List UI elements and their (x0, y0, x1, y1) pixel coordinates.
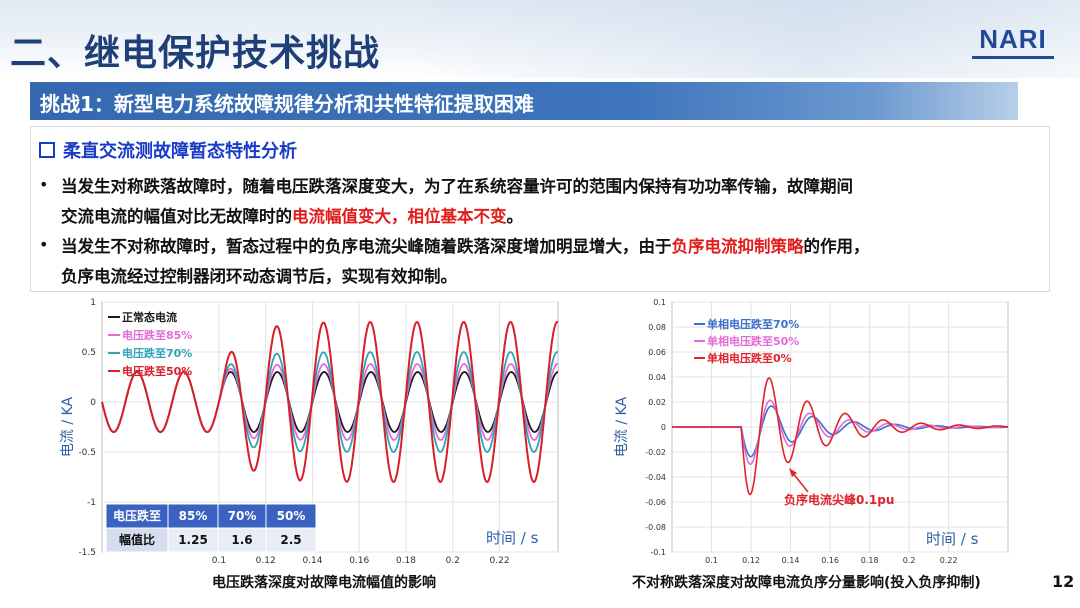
bullet-1-end: 。 (506, 207, 524, 226)
legend-label: 正常态电流 (122, 310, 177, 324)
y-axis-label: 电流 / KA (614, 397, 630, 458)
challenge-title: 挑战1：新型电力系统故障规律分析和共性特征提取困难 (40, 92, 534, 116)
logo-text: NARI (979, 24, 1047, 54)
series-line (672, 377, 1009, 496)
y-tick-label: 0.04 (648, 373, 666, 382)
bullet-2-end: 的作用， (803, 237, 870, 256)
checkbox-bullet-icon (39, 142, 55, 158)
y-tick-label: -0.5 (78, 448, 96, 458)
table-cell (167, 527, 219, 553)
chart-2-caption: 不对称跌落深度对故障电流负序分量影响(投入负序抑制) (632, 575, 981, 591)
table-cell (265, 527, 317, 553)
table-header-text: 70% (228, 509, 257, 523)
y-tick-label: 0.08 (648, 323, 666, 332)
y-tick-label: -0.06 (645, 498, 666, 507)
x-tick-label: 0.2 (903, 556, 916, 565)
table-header-text: 电压跌至 (113, 508, 161, 523)
x-tick-label: 0.22 (940, 556, 958, 565)
y-tick-label: -1 (87, 498, 96, 508)
bullet-icon: • (39, 235, 49, 254)
table-cell-text: 幅值比 (119, 532, 155, 547)
header-decoration (420, 0, 1080, 78)
y-tick-label: 0 (90, 398, 96, 408)
y-tick-label: -0.02 (645, 448, 666, 457)
table-header-cell (105, 503, 169, 529)
bullet-2-line-2: 负序电流经过控制器闭环动态调节后，实现有效抑制。 (61, 267, 457, 286)
annotation-arrow-line (791, 471, 809, 493)
y-tick-label: -0.04 (645, 473, 666, 482)
annotation-arrow-head (789, 468, 797, 477)
legend-label: 单相电压跌至50% (707, 334, 799, 348)
nari-logo: NARI (966, 24, 1060, 60)
y-tick-label: 0 (661, 423, 666, 432)
legend-label: 电压跌至85% (122, 328, 192, 342)
bullet-icon: • (39, 175, 49, 194)
legend: 单相电压跌至70% 单相电压跌至50% 单相电压跌至0% (694, 317, 799, 365)
x-tick-label: 0.1 (212, 556, 226, 566)
y-axis-label: 电流 / KA (60, 397, 76, 458)
peak-annotation: 负序电流尖峰0.1pu (784, 492, 894, 507)
x-tick-label: 0.12 (742, 556, 760, 565)
content-box: 柔直交流测故障暂态特性分析 • 当发生对称跌落故障时，随着电压跌落深度变大，为了… (30, 126, 1050, 292)
bullet-2-highlight: 负序电流抑制策略 (671, 237, 804, 256)
legend-label: 单相电压跌至70% (707, 317, 799, 331)
y-tick-label: -0.1 (650, 548, 666, 557)
section-heading: 柔直交流测故障暂态特性分析 (39, 137, 297, 163)
y-tick-label: 1 (90, 298, 96, 308)
bullet-1-line-1: 当发生对称跌落故障时，随着电压跌落深度变大，为了在系统容量许可的范围内保持有功功… (61, 177, 853, 196)
bullet-1-line-2: 交流电流的幅值对比无故障时的电流幅值变大，相位基本不变。 (61, 203, 523, 227)
y-tick-label: 0.06 (648, 348, 666, 357)
x-tick-label: 0.16 (821, 556, 839, 565)
series-line (101, 320, 559, 484)
table-header-text: 85% (179, 509, 208, 523)
table-header-cell (167, 503, 219, 529)
logo-underline (972, 56, 1054, 59)
x-axis-label: 时间 / s (926, 530, 979, 548)
y-tick-label: -1.5 (78, 548, 96, 558)
section-heading-text: 柔直交流测故障暂态特性分析 (63, 141, 297, 162)
challenge-banner: 挑战1：新型电力系统故障规律分析和共性特征提取困难 (30, 82, 1018, 120)
x-tick-label: 0.18 (861, 556, 879, 565)
page-number: 12 (1052, 572, 1075, 591)
x-tick-label: 0.14 (302, 556, 322, 566)
x-tick-label: 0.16 (349, 556, 369, 566)
negative-sequence-current-chart: 0.1 0.12 0.14 0.16 0.18 0.2 0.22 0.1 0.08 0.06 0.0… (614, 298, 1009, 565)
x-axis-label: 时间 / s (486, 529, 539, 547)
bullet-1-text: 交流电流的幅值对比无故障时的 (61, 207, 292, 226)
x-tick-label: 0.18 (396, 556, 416, 566)
legend-label: 电压跌至70% (122, 346, 192, 360)
x-tick-label: 0.2 (446, 556, 460, 566)
table-cell-text: 2.5 (280, 533, 301, 547)
table-header-text: 50% (277, 509, 306, 523)
legend-label: 单相电压跌至0% (707, 351, 792, 365)
x-tick-label: 0.12 (256, 556, 276, 566)
y-tick-label: -0.08 (645, 523, 666, 532)
bullet-2-line-1: 当发生不对称故障时，暂态过程中的负序电流尖峰随着跌落深度增加明显增大，由于负序电… (61, 233, 870, 257)
bullet-1-highlight: 电流幅值变大，相位基本不变 (292, 207, 507, 226)
table-cell-text: 1.6 (231, 533, 252, 547)
y-tick-label: 0.02 (648, 398, 666, 407)
y-tick-label: 0.1 (653, 298, 666, 307)
x-tick-label: 0.1 (705, 556, 718, 565)
legend-label: 电压跌至50% (122, 364, 192, 378)
page-title: 二、继电保护技术挑战 (10, 33, 381, 74)
x-tick-label: 0.14 (782, 556, 800, 565)
table-cell-text: 1.25 (178, 533, 208, 547)
bullet-2-text: 当发生不对称故障时，暂态过程中的负序电流尖峰随着跌落深度增加明显增大，由于 (61, 237, 672, 256)
chart-1-caption: 电压跌落深度对故障电流幅值的影响 (212, 575, 436, 591)
y-tick-label: 0.5 (82, 348, 96, 358)
x-tick-label: 0.22 (490, 556, 510, 566)
fault-current-amplitude-chart: 0.1 0.12 0.14 0.16 0.18 0.2 0.22 1 0.5 0 -0.5 -1 -1.… (60, 298, 559, 566)
